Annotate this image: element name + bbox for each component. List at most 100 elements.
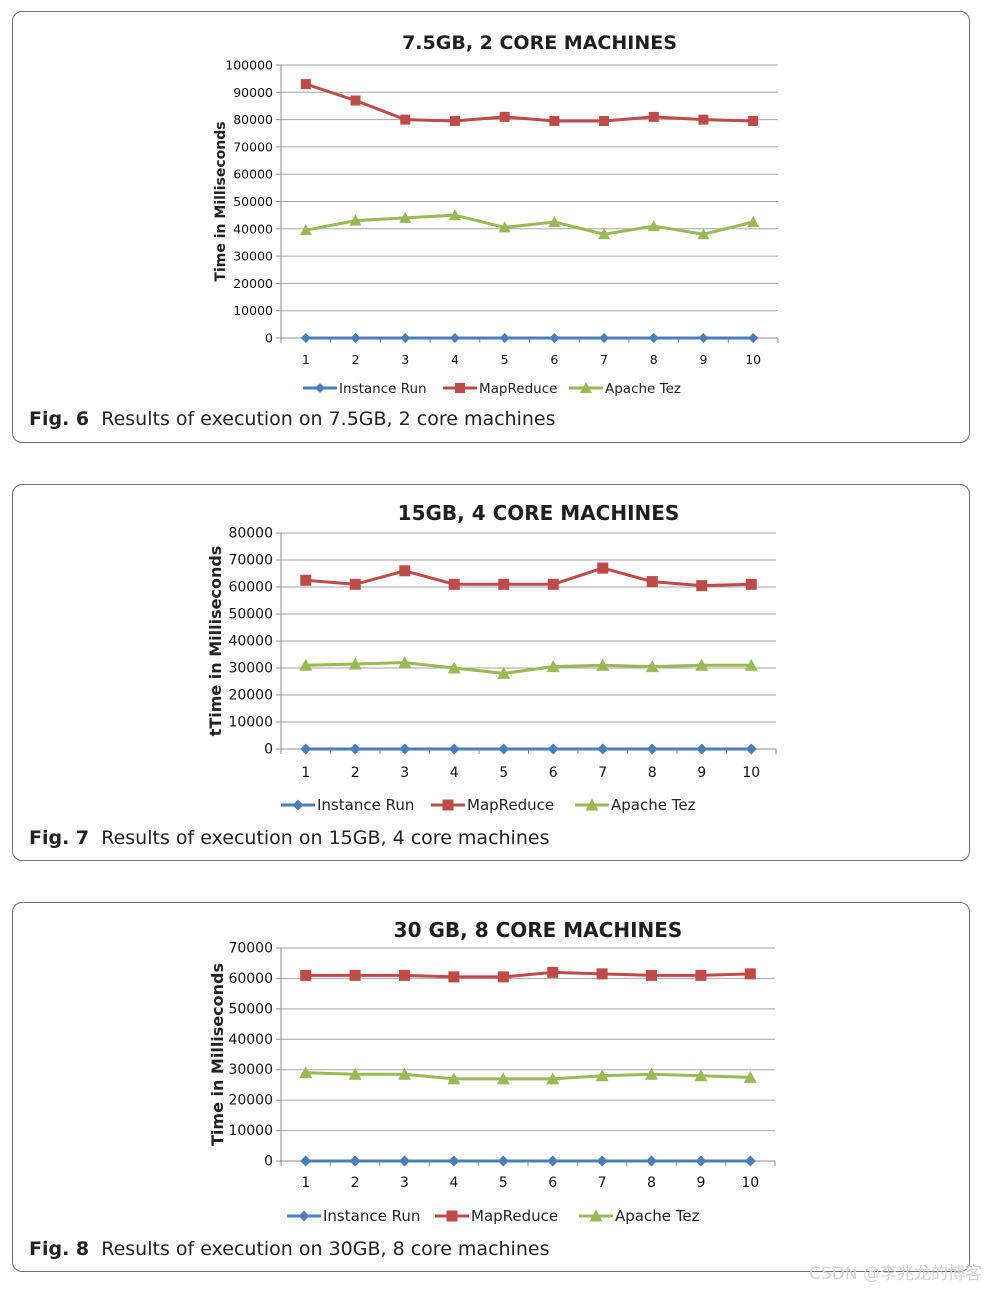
data-point [300, 79, 311, 90]
y-tick-label: 10000 [233, 303, 273, 318]
data-point [695, 969, 707, 981]
legend-marker [585, 798, 599, 811]
y-tick-label: 20000 [228, 688, 273, 704]
data-point [497, 666, 511, 679]
chart-title: 30 GB, 8 CORE MACHINES [394, 918, 683, 942]
data-point [399, 969, 410, 981]
x-tick-label: 3 [401, 352, 409, 367]
x-tick-label: 7 [598, 1175, 607, 1191]
data-point [349, 969, 361, 981]
figure-label: Fig. 7 [29, 827, 90, 849]
series-line [305, 970, 751, 979]
legend-entry: Instance Run [287, 1207, 420, 1225]
data-point [498, 221, 511, 233]
data-point [748, 115, 759, 126]
y-tick-label: 10000 [228, 1123, 273, 1139]
data-point [744, 968, 756, 980]
legend-label: MapReduce [479, 381, 557, 397]
series-instance-run [300, 333, 759, 343]
legend-marker [589, 1209, 603, 1222]
data-point [748, 333, 759, 343]
legend-marker [580, 382, 592, 393]
data-point [300, 333, 311, 343]
data-point [646, 743, 658, 755]
data-point [646, 1155, 657, 1167]
data-point [350, 333, 361, 343]
y-tick-label: 20000 [233, 276, 273, 291]
legend-label: Instance Run [323, 1207, 420, 1225]
legend-label: MapReduce [471, 1207, 558, 1225]
legend-label: MapReduce [467, 796, 554, 814]
x-tick-label: 6 [550, 352, 558, 367]
series-line [305, 566, 752, 588]
chart-fig-7: 15GB, 4 CORE MACHINES 0 10000 20000 30000 400… [206, 501, 777, 814]
data-point [546, 660, 560, 673]
data-point [549, 115, 560, 126]
y-tick-label: 70000 [228, 553, 273, 569]
y-tick-label: 70000 [233, 139, 273, 154]
data-point [498, 743, 510, 755]
y-tick-label: 0 [264, 742, 273, 758]
x-tick-label: 9 [697, 765, 706, 781]
data-point [696, 580, 708, 592]
data-point [350, 95, 361, 106]
x-tick-label: 8 [650, 352, 658, 367]
x-tick-label: 4 [450, 765, 459, 781]
x-tick-label: 10 [741, 1175, 759, 1191]
y-tick-label: 0 [265, 331, 273, 346]
chart-title: 7.5GB, 2 CORE MACHINES [402, 32, 677, 54]
series-apache-tez [299, 209, 760, 240]
data-point [399, 565, 411, 577]
data-point [399, 211, 412, 223]
data-point [497, 1155, 509, 1167]
data-point [597, 562, 609, 574]
y-tick-label: 20000 [228, 1093, 273, 1109]
legend-entry: MapReduce [431, 796, 554, 814]
data-point [496, 1072, 510, 1085]
data-point [744, 658, 758, 671]
legend-label: Apache Tez [605, 381, 681, 397]
x-tick-label: 8 [648, 765, 657, 781]
data-point [695, 1155, 707, 1167]
y-tick-label: 100000 [225, 58, 273, 73]
legend-entry: Apache Tez [579, 1207, 700, 1225]
legend-label: Apache Tez [615, 1207, 700, 1225]
data-point [598, 228, 611, 240]
x-tick-label: 6 [548, 1175, 557, 1191]
y-axis-label: tTime in Milliseconds [206, 546, 225, 737]
x-tick-label: 3 [400, 1175, 409, 1191]
data-point [398, 656, 412, 669]
series-mapreduce [300, 562, 757, 592]
data-point [597, 743, 609, 755]
x-tick-label: 10 [742, 765, 760, 781]
legend-marker [315, 383, 325, 393]
y-tick-label: 80000 [228, 526, 273, 542]
data-point [698, 333, 709, 343]
data-point [349, 1155, 361, 1167]
x-tick-label: 2 [352, 352, 360, 367]
data-point [698, 114, 709, 125]
data-point [697, 228, 710, 240]
legend-entry: MapReduce [435, 1207, 558, 1225]
x-tick-label: 9 [696, 1175, 705, 1191]
data-point [599, 115, 610, 126]
x-tick-label: 9 [699, 352, 707, 367]
x-tick-label: 5 [501, 352, 509, 367]
y-axis-label: Time in Milliseconds [208, 963, 227, 1146]
data-point [300, 1155, 312, 1167]
data-point [448, 578, 460, 590]
data-point [546, 1072, 560, 1085]
x-tick-label: 5 [499, 1175, 508, 1191]
y-tick-label: 40000 [233, 221, 273, 236]
x-tick-label: 10 [745, 352, 761, 367]
data-point [647, 220, 660, 232]
y-tick-label: 60000 [228, 971, 273, 987]
data-point [743, 1070, 757, 1083]
series-mapreduce [300, 966, 756, 983]
series-mapreduce [300, 79, 759, 126]
data-point [349, 743, 361, 755]
legend-marker [455, 383, 465, 393]
data-point [399, 1155, 410, 1167]
data-point [448, 209, 461, 221]
legend-marker [442, 799, 454, 811]
